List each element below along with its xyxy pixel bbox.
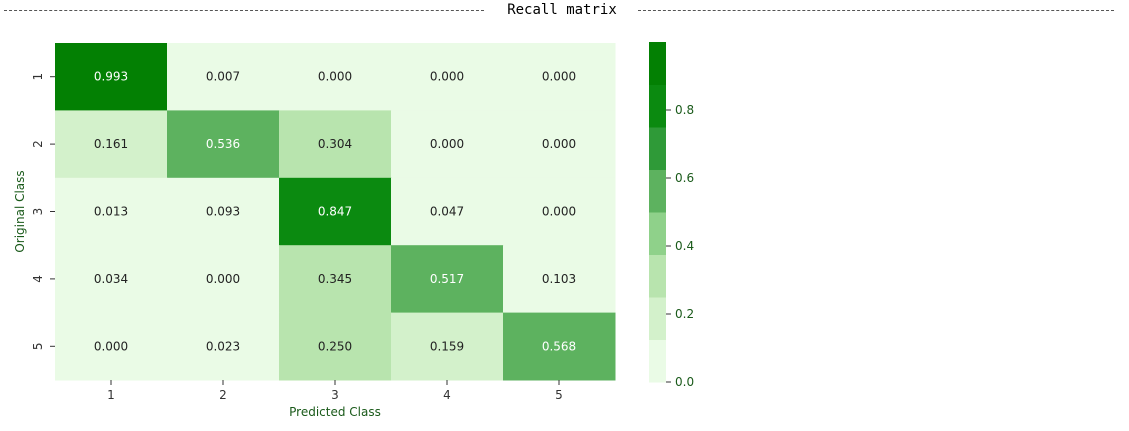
- heatmap-cell: [503, 43, 616, 111]
- cell-value-label: 0.000: [94, 339, 128, 353]
- x-tick-label: 2: [219, 388, 227, 402]
- colorbar-segment: [649, 169, 666, 213]
- cell-value-label: 0.007: [206, 70, 240, 84]
- colorbar-segment: [649, 212, 666, 255]
- cell-value-label: 0.000: [430, 70, 464, 84]
- title-dash-left: [4, 10, 484, 11]
- heatmap-cell: [391, 312, 504, 381]
- colorbar-segment: [649, 127, 666, 170]
- heatmap-cell: [279, 245, 392, 314]
- colorbar: 0.0 0.2 0.4 0.6 0.8: [649, 42, 694, 389]
- heatmap-cells: [55, 43, 616, 381]
- colorbar-segment: [649, 339, 666, 383]
- x-axis: 1 2 3 4 5 Predicted Class: [107, 380, 563, 419]
- heatmap-cell: [503, 110, 616, 179]
- heatmap-cell: [167, 177, 280, 246]
- y-axis-label: Original Class: [13, 170, 27, 252]
- y-tick-label: 2: [31, 140, 45, 148]
- colorbar-tick-label: 0.8: [675, 103, 694, 117]
- y-tick-label: 4: [31, 275, 45, 283]
- cell-value-label: 0.023: [206, 339, 240, 353]
- cell-value-label: 0.000: [542, 137, 576, 151]
- cell-value-label: 0.304: [318, 137, 352, 151]
- cell-value-label: 0.000: [542, 70, 576, 84]
- heatmap-cell: [503, 312, 616, 381]
- cell-value-label: 0.847: [318, 205, 352, 219]
- cell-value-label: 0.159: [430, 339, 464, 353]
- heatmap-cell: [55, 177, 168, 246]
- heatmap-cell: [279, 43, 392, 111]
- y-tick-label: 1: [31, 73, 45, 81]
- title-line: Recall matrix: [0, 0, 1129, 20]
- cell-value-label: 0.013: [94, 205, 128, 219]
- heatmap-cell: [55, 110, 168, 179]
- cell-value-label: 0.250: [318, 339, 352, 353]
- colorbar-tick-label: 0.6: [675, 171, 694, 185]
- cell-value-label: 0.000: [430, 137, 464, 151]
- cell-value-label: 0.993: [94, 70, 128, 84]
- heatmap-cell: [279, 177, 392, 246]
- cell-value-label: 0.345: [318, 272, 352, 286]
- heatmap-cell: [167, 245, 280, 314]
- chart-title: Recall matrix: [507, 2, 617, 18]
- heatmap-cell: [167, 312, 280, 381]
- cell-value-label: 0.568: [542, 339, 576, 353]
- heatmap-cell: [55, 312, 168, 381]
- heatmap-cell: [279, 110, 392, 179]
- heatmap-cell: [55, 43, 168, 111]
- cell-value-label: 0.161: [94, 137, 128, 151]
- cell-value-label: 0.517: [430, 272, 464, 286]
- y-tick-label: 3: [31, 208, 45, 216]
- x-tick-label: 1: [107, 388, 115, 402]
- heatmap-cell: [167, 110, 280, 179]
- colorbar-segment: [649, 254, 666, 298]
- cell-value-label: 0.047: [430, 205, 464, 219]
- x-tick-label: 4: [443, 388, 451, 402]
- y-axis: 1 2 3 4 5 Original Class: [13, 73, 55, 350]
- colorbar-segment: [649, 42, 666, 85]
- cell-value-label: 0.000: [542, 205, 576, 219]
- cell-value-label: 0.536: [206, 137, 240, 151]
- heatmap-cell: [391, 110, 504, 179]
- heatmap-cell: [391, 43, 504, 111]
- colorbar-tick-label: 0.0: [675, 375, 694, 389]
- x-axis-label: Predicted Class: [289, 405, 381, 419]
- colorbar-tick-label: 0.2: [675, 307, 694, 321]
- heatmap-cell: [503, 245, 616, 314]
- cell-value-label: 0.034: [94, 272, 128, 286]
- title-dash-right: [638, 10, 1114, 11]
- heatmap-cell: [391, 245, 504, 314]
- colorbar-segment: [649, 84, 666, 128]
- x-tick-label: 3: [331, 388, 339, 402]
- cell-value-label: 0.000: [206, 272, 240, 286]
- heatmap-cell: [55, 245, 168, 314]
- heatmap-cell: [279, 312, 392, 381]
- heatmap-cell-labels: 0.993 0.007 0.000 0.000 0.000 0.161 0.536 0.304…: [94, 70, 576, 354]
- heatmap-cell: [167, 43, 280, 111]
- cell-value-label: 0.000: [318, 70, 352, 84]
- cell-value-label: 0.103: [542, 272, 576, 286]
- y-tick-label: 5: [31, 342, 45, 350]
- colorbar-tick-label: 0.4: [675, 239, 694, 253]
- x-tick-label: 5: [555, 388, 563, 402]
- cell-value-label: 0.093: [206, 205, 240, 219]
- heatmap-cell: [391, 177, 504, 246]
- heatmap-cell: [503, 177, 616, 246]
- colorbar-segment: [649, 297, 666, 340]
